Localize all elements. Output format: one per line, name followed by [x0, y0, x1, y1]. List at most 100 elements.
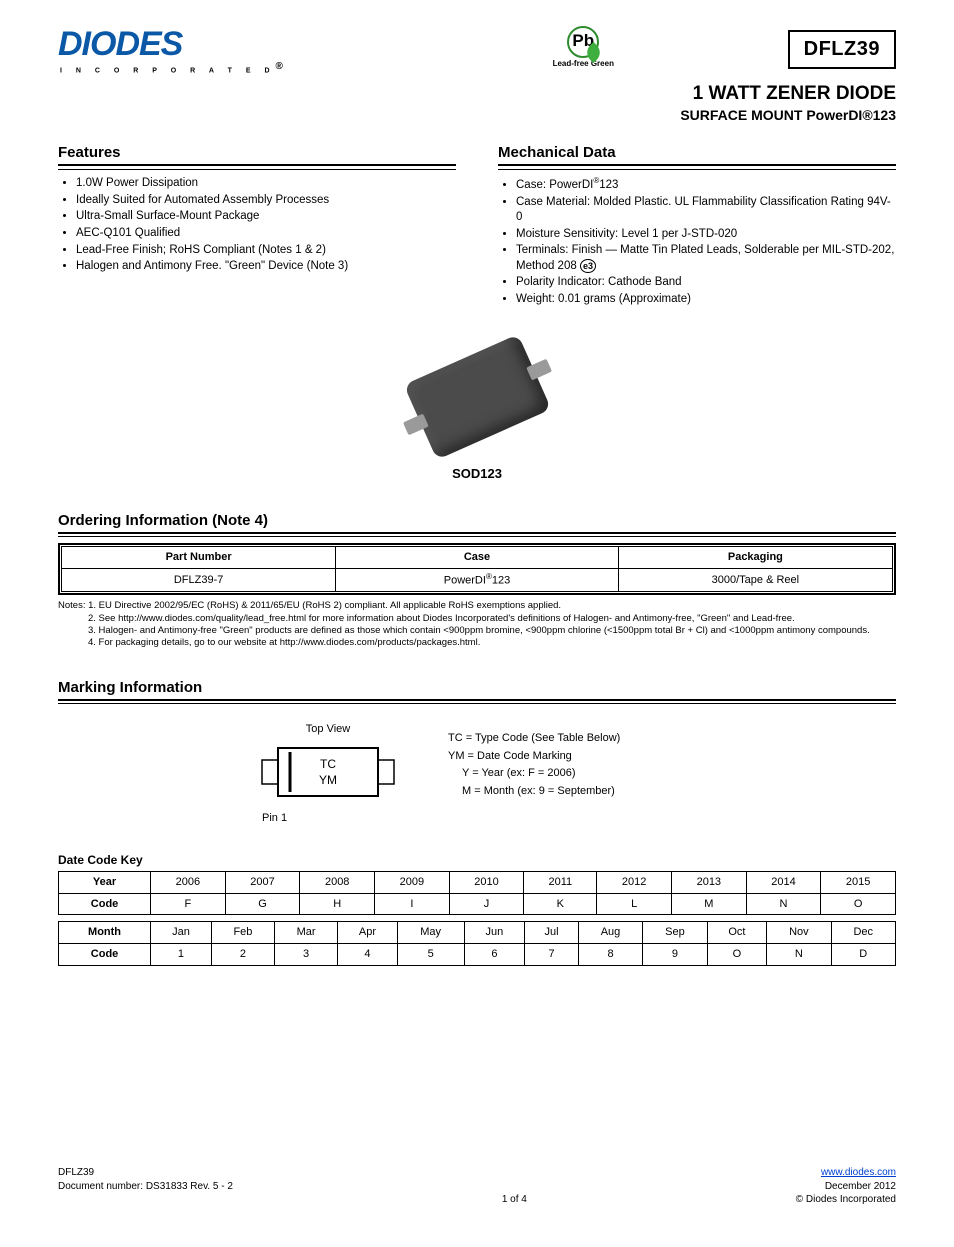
svg-text:YM: YM	[319, 773, 337, 787]
divider	[58, 169, 456, 170]
table-cell: Mar	[275, 922, 338, 944]
note-line: 4. For packaging details, go to our webs…	[58, 637, 896, 649]
table-cell: O	[707, 944, 767, 966]
list-item: Ultra-Small Surface-Mount Package	[76, 209, 456, 225]
table-cell: 2	[211, 944, 274, 966]
topview-label: Top View	[258, 722, 398, 737]
list-item: Case: PowerDI®123	[516, 176, 896, 193]
table-cell: Oct	[707, 922, 767, 944]
marking-row: Top View TC YM Pin 1 TC = Type Code (See…	[58, 722, 896, 826]
pin1-label: Pin 1	[262, 811, 398, 826]
legend-line: M = Month (ex: 9 = September)	[448, 783, 620, 801]
table-cell: I	[375, 893, 450, 915]
table-cell: Code	[59, 944, 151, 966]
table-cell: L	[597, 893, 672, 915]
part-number-box: DFLZ39	[788, 30, 896, 69]
list-item: Ideally Suited for Automated Assembly Pr…	[76, 193, 456, 209]
footer-part: DFLZ39	[58, 1166, 233, 1180]
mechanical-list: Case: PowerDI®123 Case Material: Molded …	[498, 176, 896, 307]
features-column: Features 1.0W Power Dissipation Ideally …	[58, 143, 456, 308]
brand-sub: I N C O R P O R A T E D®	[60, 60, 289, 76]
table-cell: Jun	[464, 922, 525, 944]
ordering-heading: Ordering Information (Note 4)	[58, 511, 896, 534]
footer-copyright: © Diodes Incorporated	[796, 1193, 896, 1207]
header: DIODES I N C O R P O R A T E D® Pb Lead-…	[58, 30, 896, 76]
table-cell: 6	[464, 944, 525, 966]
year-code-table: Year 2006 2007 2008 2009 2010 2011 2012 …	[58, 871, 896, 916]
table-cell: 2014	[746, 871, 821, 893]
table-cell: Apr	[338, 922, 398, 944]
month-code-table: Month Jan Feb Mar Apr May Jun Jul Aug Se…	[58, 921, 896, 966]
table-row: Year 2006 2007 2008 2009 2010 2011 2012 …	[59, 871, 896, 893]
footer-date: December 2012	[796, 1180, 896, 1194]
footer-center: 1 of 4	[502, 1193, 527, 1207]
table-cell: PowerDI®123	[336, 568, 619, 592]
table-cell: 5	[397, 944, 464, 966]
list-item: Lead-Free Finish; RoHS Compliant (Notes …	[76, 243, 456, 259]
table-row: DFLZ39-7 PowerDI®123 3000/Tape & Reel	[62, 568, 893, 592]
table-cell: H	[300, 893, 375, 915]
table-cell: Jul	[525, 922, 579, 944]
datasheet-page: DIODES I N C O R P O R A T E D® Pb Lead-…	[0, 0, 954, 1247]
table-cell: J	[449, 893, 524, 915]
e3-icon: e3	[580, 259, 596, 273]
title-line2: SURFACE MOUNT PowerDI®123	[58, 106, 896, 125]
brand-logo: DIODES I N C O R P O R A T E D®	[58, 30, 289, 76]
leadfree-badge: Pb Lead-free Green	[553, 26, 614, 70]
table-cell: Feb	[211, 922, 274, 944]
table-cell: Month	[59, 922, 151, 944]
footer-right: www.diodes.com December 2012 © Diodes In…	[796, 1166, 896, 1207]
col-header: Packaging	[618, 547, 892, 569]
topview-diagram: TC YM	[258, 740, 398, 804]
note-line: Notes: 1. EU Directive 2002/95/EC (RoHS)…	[58, 600, 896, 612]
col-header: Part Number	[62, 547, 336, 569]
table-cell: 3	[275, 944, 338, 966]
list-item: Terminals: Finish — Matte Tin Plated Lea…	[516, 243, 896, 274]
table-cell: F	[151, 893, 226, 915]
table-cell: M	[672, 893, 747, 915]
pb-caption: Lead-free Green	[553, 59, 614, 70]
table-cell: K	[524, 893, 597, 915]
svg-text:TC: TC	[320, 757, 336, 771]
table-cell: Nov	[767, 922, 831, 944]
feature-mech-row: Features 1.0W Power Dissipation Ideally …	[58, 143, 896, 308]
table-cell: N	[767, 944, 831, 966]
table-cell: 2015	[821, 871, 896, 893]
table-cell: 2006	[151, 871, 226, 893]
mechanical-column: Mechanical Data Case: PowerDI®123 Case M…	[498, 143, 896, 308]
list-item: Weight: 0.01 grams (Approximate)	[516, 292, 896, 308]
table-cell: 9	[643, 944, 707, 966]
table-cell: 8	[578, 944, 642, 966]
table-cell: 2010	[449, 871, 524, 893]
brand-name: DIODES	[58, 30, 289, 59]
legend-line: TC = Type Code (See Table Below)	[448, 730, 620, 748]
table-row: Part Number Case Packaging	[62, 547, 893, 569]
note-line: 3. Halogen- and Antimony-free "Green" pr…	[58, 625, 896, 637]
marking-legend: TC = Type Code (See Table Below) YM = Da…	[448, 730, 620, 800]
table-cell: DFLZ39-7	[62, 568, 336, 592]
table-cell: May	[397, 922, 464, 944]
legend-line: Y = Year (ex: F = 2006)	[448, 765, 620, 783]
table-cell: Dec	[831, 922, 895, 944]
footer-link[interactable]: www.diodes.com	[821, 1167, 896, 1178]
list-item: AEC-Q101 Qualified	[76, 226, 456, 242]
table-cell: 2012	[597, 871, 672, 893]
list-item: Moisture Sensitivity: Level 1 per J-STD-…	[516, 227, 896, 243]
table-cell: 2009	[375, 871, 450, 893]
table-row: Code F G H I J K L M N O	[59, 893, 896, 915]
list-item: 1.0W Power Dissipation	[76, 176, 456, 192]
table-cell: 2011	[524, 871, 597, 893]
table-row: Code 1 2 3 4 5 6 7 8 9 O N D	[59, 944, 896, 966]
note-line: 2. See http://www.diodes.com/quality/lea…	[58, 613, 896, 625]
mechanical-heading: Mechanical Data	[498, 143, 896, 166]
page-footer: DFLZ39 Document number: DS31833 Rev. 5 -…	[58, 1166, 896, 1207]
table-cell: Year	[59, 871, 151, 893]
page-title: 1 WATT ZENER DIODE SURFACE MOUNT PowerDI…	[58, 81, 896, 126]
col-header: Case	[336, 547, 619, 569]
table-cell: 2007	[225, 871, 300, 893]
table-cell: Jan	[151, 922, 212, 944]
ordering-notes: Notes: 1. EU Directive 2002/95/EC (RoHS)…	[58, 600, 896, 649]
ordering-table-wrap: Part Number Case Packaging DFLZ39-7 Powe…	[58, 543, 896, 595]
features-list: 1.0W Power Dissipation Ideally Suited fo…	[58, 176, 456, 274]
table-cell: Sep	[643, 922, 707, 944]
